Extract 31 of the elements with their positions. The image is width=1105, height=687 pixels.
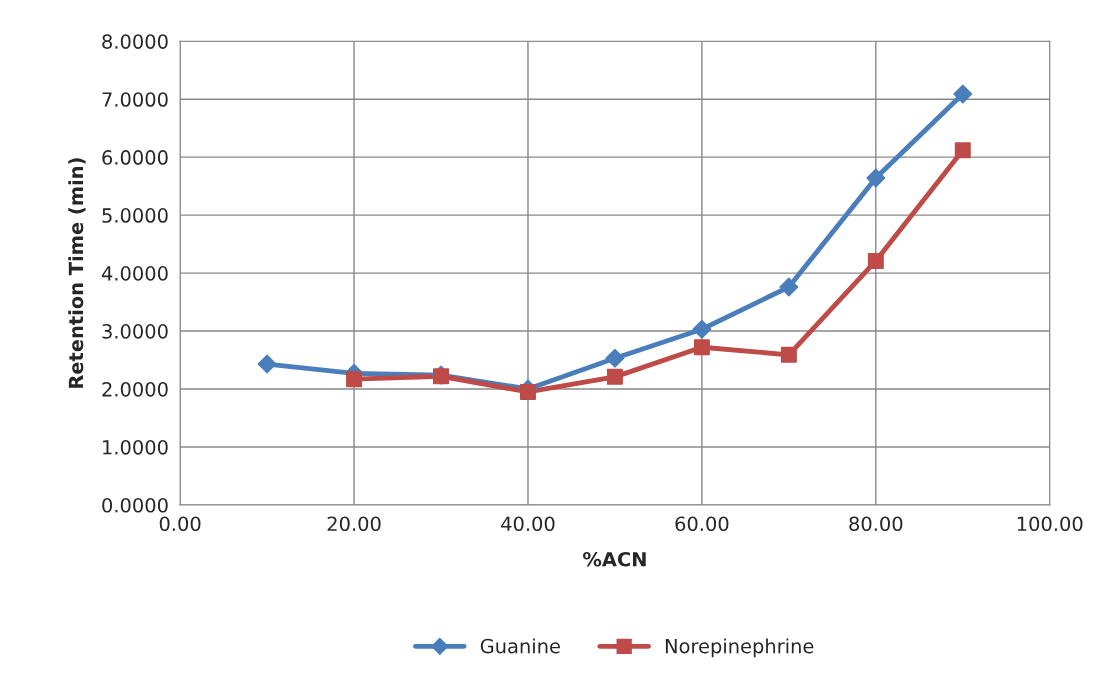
y-tick-label: 8.0000	[102, 34, 168, 49]
legend-label: Guanine	[480, 638, 560, 654]
point	[780, 346, 797, 363]
y-tick-label: 7.0000	[102, 92, 168, 107]
x-axis-title: %ACN	[583, 551, 646, 567]
y-tick-label: 6.0000	[102, 150, 168, 165]
x-tick-label: 0.00	[159, 516, 201, 532]
y-tick-label: 1.0000	[103, 439, 168, 455]
point	[954, 142, 971, 159]
y-tick-label: 5.0000	[102, 208, 168, 223]
x-tick-label: 100.00	[1017, 516, 1083, 532]
x-tick-label: 80.00	[849, 516, 903, 532]
point	[346, 371, 363, 388]
y-axis-title: Retention Time (min)	[68, 158, 86, 388]
point	[605, 348, 625, 368]
point	[867, 252, 884, 269]
y-tick-label: 2.0000	[102, 381, 168, 397]
y-tick-label: 3.0000	[102, 324, 168, 339]
point	[257, 354, 277, 374]
point	[779, 277, 799, 297]
point	[692, 319, 712, 339]
legend-label: Norepinephrine	[665, 638, 814, 658]
y-tick-label: 4.0000	[101, 266, 168, 281]
x-tick-label: 20.00	[327, 516, 381, 532]
x-tick-label: 60.00	[675, 516, 729, 532]
point	[606, 368, 623, 385]
point	[693, 339, 710, 356]
x-tick-label: 40.00	[501, 516, 555, 532]
point	[953, 84, 973, 104]
y-tick-label: 0.0000	[102, 497, 168, 513]
point	[866, 168, 886, 188]
